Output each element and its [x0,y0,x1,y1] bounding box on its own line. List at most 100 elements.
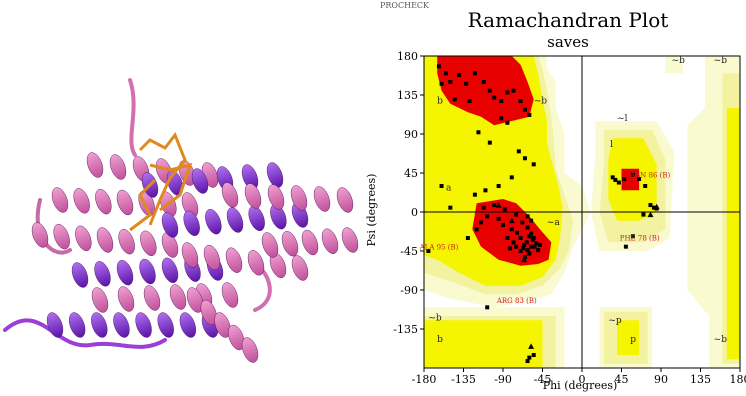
residue-point [623,244,628,249]
residue-point [472,71,477,76]
helix-turn [336,187,354,213]
y-tick-label: -90 [400,284,418,297]
helix-turn [161,212,179,238]
residue-point [515,230,520,235]
residue-point [439,81,444,86]
helix-turn [69,312,86,338]
residue-point [534,241,539,246]
residue-point [637,177,642,182]
helix-turn [205,209,222,235]
residue-point [499,99,504,104]
y-tick-label: 180 [397,50,418,63]
helix-turn [157,312,174,338]
region-core [472,199,552,266]
residue-point [641,212,646,217]
x-axis-label: Phi (degrees) [543,379,618,392]
plot-regions [424,56,740,368]
y-tick-label: 45 [404,167,418,180]
ligand-sticks [129,131,193,232]
residue-point [505,236,510,240]
residue-point [502,207,507,212]
residue-point [622,177,627,182]
loop-strand [128,78,137,157]
residue-point [448,80,453,84]
region-label: b [437,335,443,345]
helix-turn [341,227,359,253]
region-label: ~b [428,313,442,323]
helix-turn [301,229,319,256]
region-label: ~b [714,335,728,345]
helix-turn [91,312,108,338]
helix-turn [267,184,285,210]
helix-turn [117,286,135,312]
residue-point [476,130,481,135]
residue-point [529,231,534,236]
residue-point [508,246,513,251]
residue-point [522,156,527,161]
residue-point [492,95,497,100]
chart-panel: PROCHECK Ramachandran Plot saves -180 -13… [365,1,746,392]
helix-turn [143,285,161,311]
residue-point [630,172,635,177]
x-tick-label: -180 [412,373,437,386]
residue-point [651,205,656,210]
residue-point [630,234,635,239]
x-tick-label: 90 [654,373,668,386]
residue-point [520,220,525,225]
residue-point [537,242,542,247]
residue-point [439,184,444,188]
helix-turn [226,207,244,233]
chart-subtitle: saves [547,33,589,51]
y-tick-label: -45 [400,245,418,258]
residue-annotation: ALA 95 (B) [419,243,459,251]
helix-turn [183,210,200,236]
y-tick-label: 135 [397,89,418,102]
residue-point [518,249,523,253]
glycine-point [528,343,535,349]
residue-point [452,97,457,102]
residue-point [511,240,516,245]
helix-turn [186,287,204,313]
residue-point [518,236,523,240]
region-generous-light [665,56,683,74]
residue-point [514,244,519,249]
residue-point [616,180,621,185]
region-label: ~b [672,56,686,66]
region-allowed [617,320,640,355]
helix-turn [86,152,104,178]
helix-turn [244,183,262,209]
residue-point [522,242,527,247]
residue-point [530,237,535,242]
residue-point [524,240,529,245]
x-tick-label: 135 [690,373,711,386]
helix-turn [261,232,279,258]
residue-point [481,80,486,84]
residue-point [527,355,532,360]
region-core [437,56,534,126]
residue-point [426,249,431,253]
helix-turn [91,287,109,313]
residue-point [496,184,501,188]
x-tick-label: -45 [534,373,552,386]
loop-strand [3,318,167,349]
residue-point [485,305,490,310]
residue-point [532,244,537,249]
residue-annotation: ARG 83 (B) [496,297,537,305]
residue-point [610,175,615,180]
helix-turn [118,229,135,255]
residue-point [521,246,526,251]
region-label: ~l [617,114,628,124]
chart-title: Ramachandran Plot [468,8,669,32]
helix-turn [200,299,217,326]
header-fragment: PROCHECK [380,1,430,10]
x-tick-label: 0 [579,373,586,386]
helix-turn [266,162,284,188]
residue-point [525,225,530,230]
helix-turn [116,189,134,216]
region-label: a [446,183,452,193]
helix-turn [135,312,152,338]
y-tick-label: 0 [411,206,418,219]
residue-point [648,203,653,208]
helix-turn [161,232,179,258]
